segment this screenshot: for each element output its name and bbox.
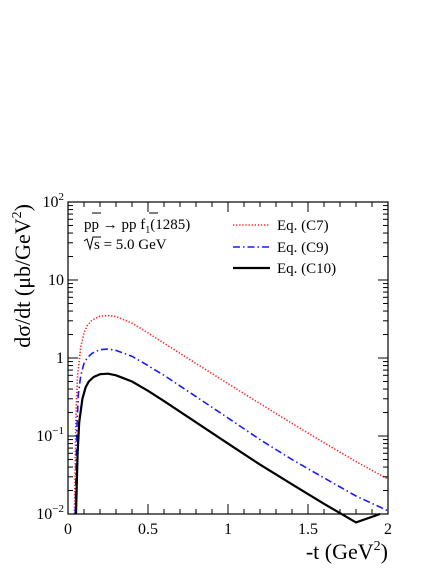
sqrt-icon	[83, 236, 101, 251]
legend: Eq. (C7) Eq. (C9) Eq. (C10)	[233, 218, 336, 277]
x-axis-label: -t (GeV2)	[306, 539, 388, 564]
y-tick-exponent: 2	[59, 191, 65, 203]
process-label: pp → pp f1(1285)	[84, 217, 190, 236]
x-tick-label: 0	[64, 521, 72, 538]
y-axis-label: dσ/dt (μb/GeV2)	[10, 204, 35, 348]
y-tick-base: 10	[48, 272, 64, 289]
y-tick-label: 102	[43, 191, 65, 211]
y-tick-base: 10	[43, 194, 59, 211]
y-tick-exponent: −1	[52, 425, 64, 437]
x-tick-label: 0.5	[138, 521, 158, 538]
legend-label-2: Eq. (C9)	[277, 240, 329, 256]
y-tick-base: 1	[56, 350, 64, 367]
x-tick-label: 1	[224, 521, 232, 538]
process-annotation: pp → pp f1(1285) s = 5.0 GeV	[83, 212, 190, 253]
tick-layer	[67, 201, 389, 515]
legend-label-1: Eq. (C7)	[277, 218, 329, 234]
legend-label-3: Eq. (C10)	[277, 261, 336, 277]
series-line-3	[74, 372, 381, 524]
series-line-2	[74, 348, 389, 515]
y-tick-base: 10	[36, 506, 52, 523]
y-tick-label: 10	[48, 272, 64, 289]
x-tick-label: 1.5	[298, 521, 318, 538]
y-tick-label: 10−1	[36, 425, 64, 445]
y-tick-label: 10−2	[36, 503, 64, 523]
y-tick-exponent: −2	[52, 503, 64, 515]
y-tick-base: 10	[36, 428, 52, 445]
series-line-1	[73, 314, 389, 515]
y-tick-label: 1	[56, 350, 64, 367]
series-layer	[73, 314, 389, 524]
x-tick-label: 2	[384, 521, 392, 538]
energy-label: s = 5.0 GeV	[94, 237, 167, 253]
